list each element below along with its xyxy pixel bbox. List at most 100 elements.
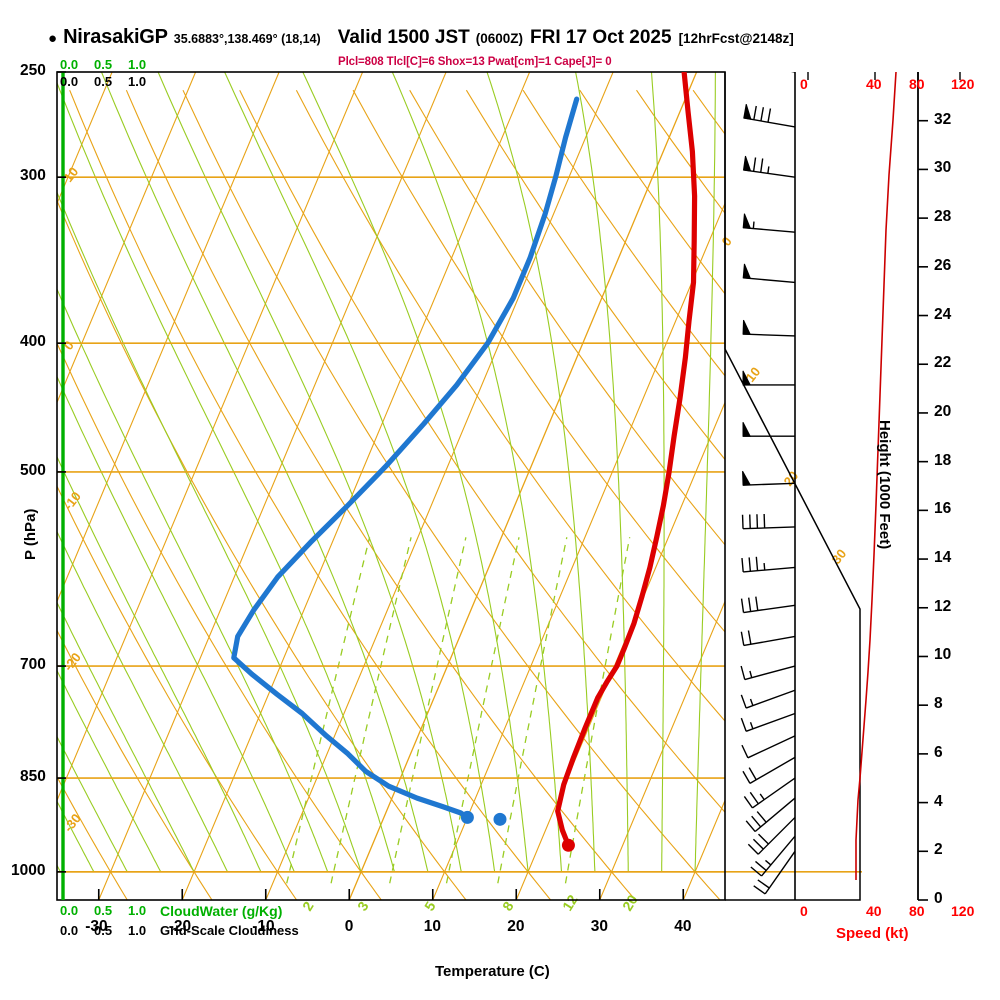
pressure-tick-label: 1000 — [11, 861, 46, 879]
valid-date: FRI 17 Oct 2025 — [530, 27, 672, 48]
mixing-ratio-lines — [286, 537, 631, 884]
wind-barb — [742, 319, 796, 337]
cloudwater-axis-title: CloudWater (g/Kg) — [160, 903, 283, 919]
dry-adiabat-line — [57, 199, 467, 900]
top-scale-ticks — [807, 72, 961, 80]
wind-barb — [740, 630, 796, 647]
speed-tick-label-top: 0 — [800, 76, 808, 92]
wind-barb — [742, 421, 795, 437]
height-tick-label: 22 — [934, 354, 952, 372]
dry-adiabat-line — [750, 90, 1000, 900]
dry-adiabat-line — [125, 89, 636, 900]
height-speed-profile-line — [855, 71, 897, 880]
height-speed-curve — [855, 71, 897, 880]
pressure-axis-title: P (hPa) — [22, 508, 39, 560]
wind-barb — [753, 850, 796, 895]
pressure-tick-label: 850 — [20, 768, 46, 786]
isotherm-line — [57, 72, 364, 802]
wind-barb — [741, 735, 796, 759]
station-name: NirasakiGP — [63, 26, 168, 48]
temperature-tick-label: 30 — [590, 918, 608, 935]
wind-barb — [741, 556, 796, 573]
height-tick-label: 26 — [934, 256, 952, 274]
cloudwater-label-bottom: 0.5 — [94, 903, 113, 918]
temperature-endpoint-marker — [561, 838, 575, 852]
cloudiness-label-top: 0.0 — [60, 74, 79, 89]
isotherm-line — [599, 600, 725, 900]
pressure-tick-label: 500 — [20, 461, 46, 479]
dry-adiabat-line — [57, 775, 128, 900]
speed-tick-label-bottom: 40 — [866, 903, 882, 919]
wind-barb — [742, 756, 796, 784]
moist-adiabat-line — [224, 72, 496, 872]
height-tick-label: 4 — [934, 792, 943, 810]
isotherm-line — [57, 72, 113, 205]
moist-adiabat-line — [57, 81, 396, 872]
isotherm-line — [682, 799, 725, 900]
isobar-lines — [57, 176, 862, 873]
dry-adiabat-line — [409, 89, 725, 546]
plot-frame — [56, 71, 726, 901]
cloudiness-axis-title: Grid-Scale Cloudiness — [160, 923, 299, 938]
dry-adiabat-label-right: 30 — [829, 546, 850, 567]
temperature-tick-label: -30 — [85, 918, 108, 935]
moist-adiabat-line — [157, 72, 462, 872]
wind-barb — [750, 835, 796, 877]
wind-barb — [742, 370, 795, 386]
moist-adiabat-line — [57, 455, 262, 873]
moist-adiabat-line — [57, 669, 162, 873]
speed-tick-label-bottom: 80 — [909, 903, 925, 919]
dry-adiabat-line — [977, 90, 1000, 900]
height-tick-label: 14 — [934, 549, 952, 567]
moist-adiabat-line — [302, 72, 529, 872]
wind-barb — [740, 596, 796, 614]
moist-adiabat-line — [391, 72, 563, 872]
mixing-ratio-line — [564, 537, 631, 884]
wind-barb — [740, 689, 796, 709]
temperature-tick-label: 10 — [423, 918, 441, 935]
valid-time-zulu: (0600Z) — [475, 31, 524, 46]
cloudiness-label-bottom: 1.0 — [128, 923, 147, 938]
moist-adiabat-line — [57, 375, 295, 873]
mixing-ratio-line — [330, 537, 412, 884]
temperature-line — [555, 72, 698, 848]
height-tick-label: 18 — [934, 451, 952, 469]
temperature-tick-label: 20 — [507, 918, 525, 935]
height-tick-label: 12 — [934, 597, 952, 615]
header-row: ● NirasakiGP 35.6883°,138.469° (18,14) V… — [48, 26, 794, 49]
dry-adiabat-line — [239, 89, 725, 814]
moist-adiabat-line — [486, 72, 596, 872]
wind-barb — [742, 155, 796, 178]
height-tick-label: 16 — [934, 500, 952, 518]
pressure-tick-label: 400 — [20, 333, 46, 351]
speed-tick-label-top: 80 — [909, 76, 925, 92]
wind-barb — [742, 213, 796, 233]
temperature-tick-label: -20 — [168, 918, 192, 935]
wind-barb — [742, 263, 796, 284]
speed-axis-title: Speed (kt) — [836, 925, 909, 942]
mixing-ratio-label: 20 — [619, 892, 641, 914]
pressure-tick-label: 300 — [20, 167, 46, 185]
moist-adiabat-line — [57, 530, 228, 873]
station-marker-icon: ● — [48, 30, 58, 47]
sounding-parameters: Plcl=808 Tlcl[C]=6 Shox=13 Pwat[cm]=1 Ca… — [338, 56, 612, 68]
dewpoint-line — [231, 96, 580, 820]
pressure-tick-label: 700 — [20, 656, 46, 674]
temperature-trace — [555, 72, 698, 852]
height-tick-label: 20 — [934, 402, 952, 420]
dry-adiabat-line — [692, 89, 725, 135]
dry-adiabat-line — [465, 89, 725, 461]
moist-adiabat-line — [57, 190, 362, 872]
cloudiness-label-bottom: 0.5 — [94, 923, 113, 938]
cloudwater-label-top: 0.5 — [94, 57, 113, 72]
speed-tick-label-bottom: 0 — [800, 903, 808, 919]
mixing-ratio-line — [286, 537, 371, 884]
speed-tick-label-top: 40 — [866, 76, 882, 92]
cloudiness-label-top: 0.5 — [94, 74, 113, 89]
mixing-ratio-line — [445, 537, 520, 884]
cloudiness-label-top: 1.0 — [128, 74, 147, 89]
isotherm-lines — [57, 72, 725, 900]
cloudwater-label-top: 1.0 — [128, 57, 147, 72]
